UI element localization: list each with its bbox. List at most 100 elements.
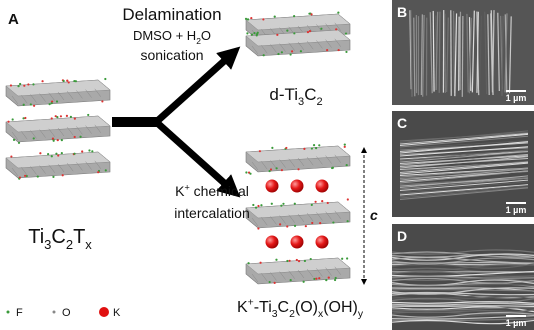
atom	[314, 200, 317, 203]
layer-edge	[66, 163, 74, 172]
texture	[391, 253, 534, 258]
atom	[303, 147, 306, 150]
atom	[321, 200, 324, 203]
texture	[487, 14, 490, 95]
atom	[273, 15, 276, 18]
scale-bar-label: 1 µm	[506, 318, 527, 328]
atom	[318, 277, 321, 280]
layer-top	[245, 13, 351, 31]
layer	[5, 113, 111, 144]
layer-edge	[251, 45, 259, 55]
atom	[303, 259, 307, 263]
texture	[438, 11, 441, 93]
layer-edge	[270, 272, 277, 281]
layer-edge	[11, 95, 19, 105]
texture	[391, 277, 534, 284]
atom	[66, 79, 69, 82]
layer-edge	[94, 88, 102, 97]
formula-part: x	[318, 309, 324, 320]
layer-edge	[76, 90, 83, 99]
texture	[413, 17, 416, 97]
layer-edge	[279, 271, 286, 280]
atom	[313, 277, 316, 281]
layer-edge	[297, 157, 305, 167]
atom	[309, 257, 312, 261]
legend-symbol	[99, 307, 109, 317]
layer	[5, 149, 111, 180]
layer-edge	[307, 269, 314, 278]
layer-edge	[261, 161, 268, 170]
atom	[310, 13, 313, 16]
texture	[399, 184, 529, 196]
layer-edge	[297, 213, 305, 223]
texture	[391, 312, 534, 318]
texture	[391, 277, 534, 284]
layer-edge	[279, 43, 286, 52]
texture	[391, 256, 534, 264]
atom	[297, 168, 300, 171]
texture	[399, 187, 529, 200]
layer-edge	[21, 167, 28, 176]
atom	[61, 174, 64, 177]
atom	[60, 139, 63, 142]
layer-top	[5, 115, 111, 133]
texture	[391, 307, 534, 312]
texture	[391, 295, 534, 301]
texture	[399, 167, 529, 178]
atom	[60, 152, 63, 155]
atom	[311, 221, 314, 225]
layer-edge	[76, 126, 83, 135]
panel-label: D	[397, 228, 407, 244]
atom	[104, 169, 107, 172]
atom	[319, 222, 322, 225]
layer-edge	[85, 161, 92, 170]
atom	[62, 79, 65, 83]
atom	[271, 146, 274, 149]
atom	[18, 176, 22, 179]
product-formula: K+-Ti3C2(O)x(OH)y	[237, 298, 364, 320]
layer-edge	[288, 214, 295, 223]
formula-part: K	[237, 299, 248, 316]
atom	[19, 82, 22, 86]
atom	[297, 260, 301, 263]
atom	[246, 32, 249, 35]
formula-part: 2	[289, 309, 295, 320]
atom	[74, 80, 77, 83]
layer-edge	[85, 125, 92, 134]
atom	[254, 206, 258, 209]
atom	[286, 259, 289, 263]
atom	[334, 276, 337, 280]
layer-edge	[39, 93, 46, 102]
atom	[337, 48, 340, 52]
atom	[293, 202, 296, 205]
layer-edge	[48, 128, 55, 137]
layer-edge	[307, 157, 314, 166]
atom	[293, 15, 296, 18]
atom	[250, 33, 254, 36]
texture	[399, 141, 529, 154]
atom	[326, 49, 329, 52]
atom	[73, 117, 76, 120]
formula-part: DMSO + H	[133, 28, 196, 43]
atom	[280, 204, 283, 207]
atom	[331, 166, 334, 169]
panel-label: B	[397, 4, 407, 20]
arrow	[151, 46, 241, 127]
legend-label: F	[16, 307, 23, 319]
atom	[32, 83, 35, 86]
texture	[429, 12, 433, 94]
atom	[259, 261, 262, 264]
atom	[293, 32, 296, 35]
atom	[87, 113, 90, 117]
texture	[391, 301, 534, 304]
texture	[391, 249, 534, 255]
layer	[245, 27, 351, 57]
micrograph: B 1 µm	[392, 0, 534, 105]
atom	[318, 144, 321, 147]
atom	[104, 77, 107, 81]
layer-edge	[251, 217, 259, 227]
formula-part: O	[201, 28, 211, 43]
texture	[471, 10, 475, 93]
atom	[288, 259, 291, 262]
texture	[410, 10, 413, 97]
